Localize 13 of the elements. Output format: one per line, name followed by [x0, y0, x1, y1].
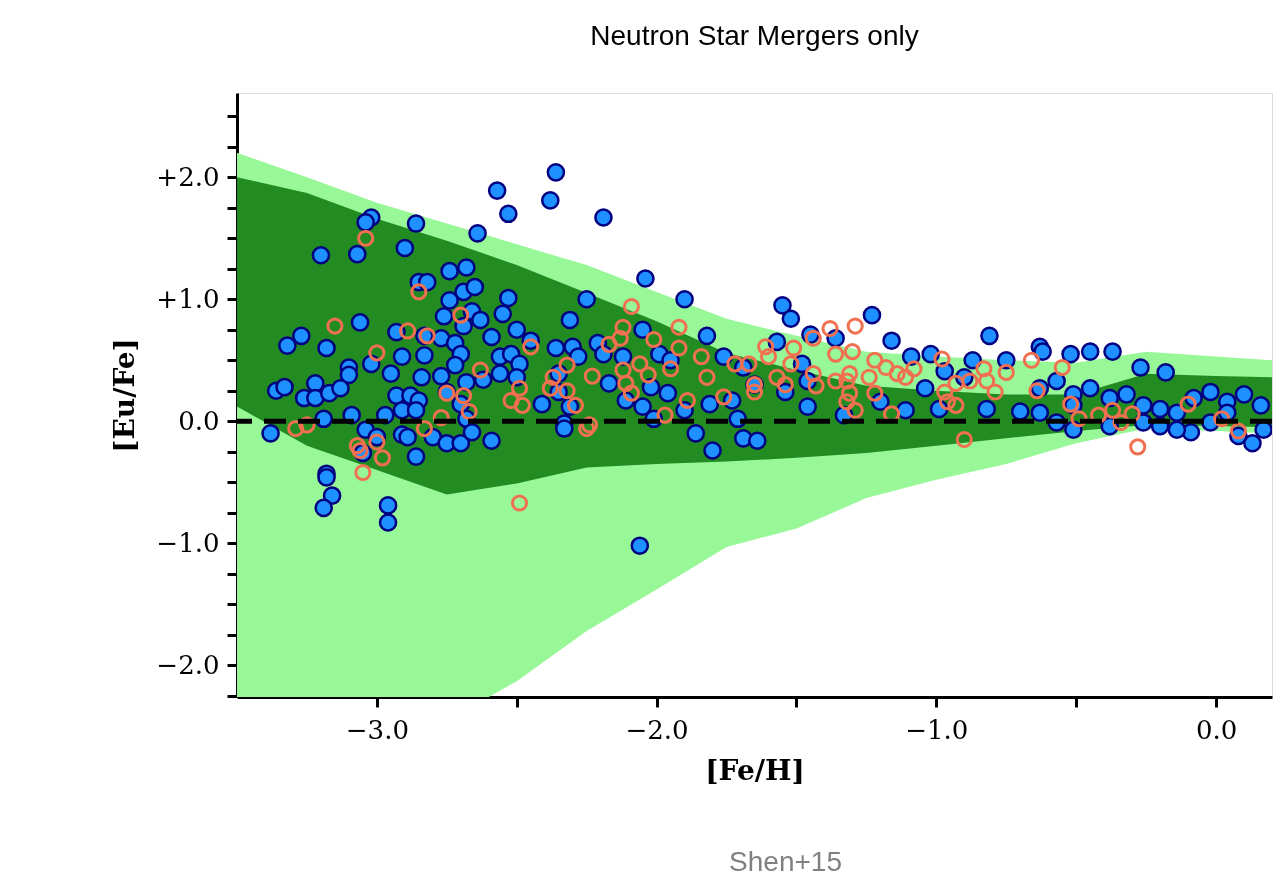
- text: Shen+15: [729, 846, 842, 877]
- chart-title: Neutron Star Mergers only: [590, 20, 919, 51]
- y-tick-label: −2.0: [156, 649, 220, 680]
- x-tick-label: −3.0: [345, 714, 409, 745]
- y-tick-label: +2.0: [156, 161, 220, 192]
- y-tick-label: +1.0: [156, 283, 220, 314]
- x-tick-label: −2.0: [625, 714, 689, 745]
- x-tick-label: 0.0: [1195, 714, 1238, 745]
- y-tick-label: −1.0: [156, 527, 220, 558]
- y-tick-label: 0.0: [178, 405, 220, 436]
- y-axis-title: [Eu/Fe]: [108, 338, 142, 453]
- x-axis-title: [Fe/H]: [705, 753, 805, 787]
- x-tick-label: −1.0: [905, 714, 969, 745]
